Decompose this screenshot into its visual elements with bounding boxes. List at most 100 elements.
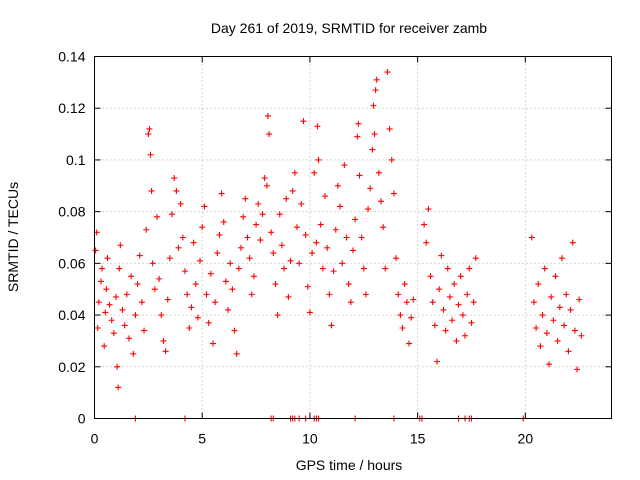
data-point <box>530 299 537 306</box>
data-point <box>574 366 581 373</box>
data-point <box>341 162 348 169</box>
data-point <box>563 291 570 298</box>
data-point <box>235 265 242 272</box>
data-point <box>158 312 165 319</box>
data-point <box>123 291 130 298</box>
data-point <box>173 187 180 194</box>
data-point <box>285 293 292 300</box>
data-point <box>546 361 553 368</box>
data-point <box>554 337 561 344</box>
data-point <box>571 327 578 334</box>
data-point <box>108 317 115 324</box>
data-point <box>393 255 400 262</box>
data-point <box>410 296 417 303</box>
data-point <box>552 273 559 280</box>
data-point <box>306 309 313 316</box>
data-point <box>265 131 272 138</box>
data-point <box>179 234 186 241</box>
data-point <box>397 312 404 319</box>
data-point <box>296 260 303 267</box>
y-tick-labels: 0 0.02 0.04 0.06 0.08 0.1 0.12 0.14 <box>58 49 85 427</box>
data-point <box>203 291 210 298</box>
data-point <box>184 291 191 298</box>
data-point <box>242 195 249 202</box>
data-point <box>444 265 451 272</box>
data-point <box>212 299 219 306</box>
data-point <box>268 229 275 236</box>
data-point <box>468 319 475 326</box>
data-point <box>119 306 126 313</box>
data-point <box>125 335 132 342</box>
data-point <box>145 131 152 138</box>
data-point <box>453 337 460 344</box>
data-point <box>317 221 324 228</box>
data-point <box>569 239 576 246</box>
data-point <box>229 286 236 293</box>
data-point <box>134 281 141 288</box>
data-point <box>264 112 271 119</box>
data-point <box>442 327 449 334</box>
data-point <box>337 203 344 210</box>
data-point <box>314 123 321 130</box>
data-point <box>302 231 309 238</box>
data-point <box>567 306 574 313</box>
data-point <box>324 244 331 251</box>
data-point <box>537 343 544 350</box>
y-tick-label: 0 <box>78 411 86 427</box>
data-point <box>528 234 535 241</box>
data-point <box>246 255 253 262</box>
data-point <box>436 286 443 293</box>
data-point <box>222 278 229 285</box>
data-point <box>278 242 285 249</box>
data-point <box>92 247 99 254</box>
data-point <box>408 314 415 321</box>
data-point <box>156 275 163 282</box>
data-point <box>240 213 247 220</box>
data-point <box>362 291 369 298</box>
data-point <box>209 340 216 347</box>
data-point <box>259 211 266 218</box>
data-point <box>543 330 550 337</box>
data-point <box>216 231 223 238</box>
y-tick-label: 0.1 <box>66 152 86 168</box>
data-point <box>116 265 123 272</box>
data-point <box>388 156 395 163</box>
data-point <box>287 257 294 264</box>
data-point <box>309 250 316 257</box>
data-point <box>462 332 469 339</box>
data-point <box>446 293 453 300</box>
data-point <box>244 234 251 241</box>
data-point <box>147 151 154 158</box>
data-points <box>92 69 585 391</box>
data-point <box>354 133 361 140</box>
data-point <box>233 350 240 357</box>
data-point <box>459 312 466 319</box>
data-point <box>190 239 197 246</box>
data-point <box>403 299 410 306</box>
x-tick-label: 10 <box>302 431 318 447</box>
data-point <box>470 299 477 306</box>
data-point <box>311 169 318 176</box>
data-point <box>578 332 585 339</box>
data-point <box>227 260 234 267</box>
data-point <box>291 169 298 176</box>
data-point <box>371 131 378 138</box>
data-point <box>257 237 264 244</box>
data-point <box>334 182 341 189</box>
data-point <box>95 299 102 306</box>
data-point <box>171 175 178 182</box>
data-point <box>345 281 352 288</box>
data-point <box>539 312 546 319</box>
data-point <box>429 299 436 306</box>
data-point <box>218 190 225 197</box>
data-point <box>565 348 572 355</box>
data-point <box>199 224 206 231</box>
data-point <box>300 118 307 125</box>
y-axis-title: SRMTID / TECUs <box>5 182 21 292</box>
data-point <box>138 299 145 306</box>
data-point <box>451 281 458 288</box>
data-point <box>326 291 333 298</box>
data-point <box>298 200 305 207</box>
data-point <box>356 172 363 179</box>
data-point <box>355 120 362 127</box>
